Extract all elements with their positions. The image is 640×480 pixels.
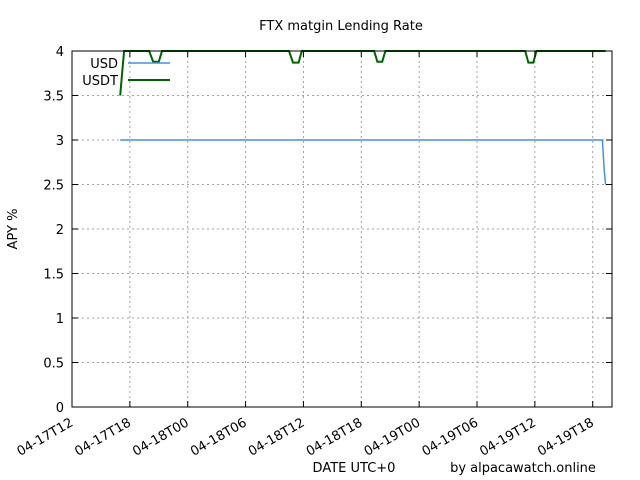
legend-label-usdt: USDT [82, 74, 118, 89]
x-tick-label: 04-19T00 [362, 415, 423, 459]
y-tick-label: 2 [56, 223, 64, 238]
y-tick-label: 1.5 [43, 268, 64, 283]
y-tick-label: 2.5 [43, 179, 64, 194]
x-tick-label: 04-18T06 [188, 415, 249, 459]
credit-label: by alpacawatch.online [450, 461, 596, 476]
axis-ticks [71, 50, 612, 408]
y-tick-labels: 0 0.5 1 1.5 2 2.5 3 3.5 4 [43, 45, 64, 416]
y-tick-label: 3.5 [43, 90, 64, 105]
x-tick-label: 04-19T12 [477, 415, 538, 459]
y-tick-label: 0 [56, 401, 64, 416]
x-tick-label: 04-19T18 [535, 415, 596, 459]
y-tick-label: 3 [56, 134, 64, 149]
legend: USD USDT [82, 57, 170, 89]
y-axis-label: APY % [6, 209, 21, 250]
x-axis-label: DATE UTC+0 [313, 461, 396, 476]
x-tick-label: 04-19T06 [420, 415, 481, 459]
legend-label-usd: USD [90, 57, 118, 72]
y-tick-label: 0.5 [43, 357, 64, 372]
x-tick-label: 04-18T12 [246, 415, 307, 459]
y-tick-label: 4 [56, 45, 64, 60]
series-lines [119, 50, 607, 185]
series-line-usd [120, 139, 607, 185]
x-tick-label: 04-17T18 [72, 415, 133, 459]
series-line-usdt [119, 50, 606, 96]
chart-title: FTX matgin Lending Rate [259, 19, 423, 34]
grid-lines [72, 51, 612, 407]
y-tick-label: 1 [56, 312, 64, 327]
x-tick-label: 04-18T18 [304, 415, 365, 459]
x-tick-label: 04-18T00 [130, 415, 191, 459]
x-tick-label: 04-17T12 [15, 415, 76, 459]
x-tick-labels: 04-17T1204-17T1804-18T0004-18T0604-18T12… [15, 415, 597, 459]
